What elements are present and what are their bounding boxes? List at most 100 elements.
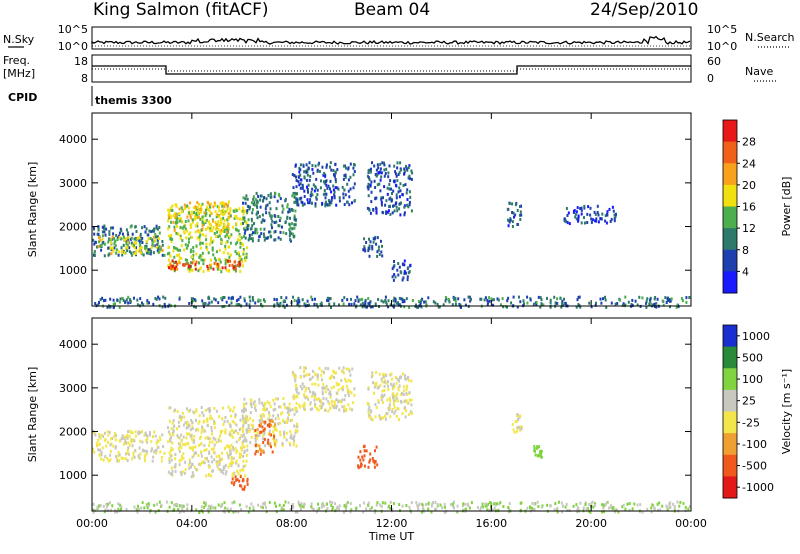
scatter-cell <box>682 501 685 505</box>
scatter-cell <box>301 382 304 386</box>
scatter-cell <box>316 305 319 309</box>
scatter-cell <box>363 454 366 458</box>
scatter-cell <box>228 445 231 449</box>
scatter-cell <box>223 205 226 209</box>
scatter-cell <box>323 189 326 192</box>
scatter-cell <box>373 465 376 469</box>
scatter-cell <box>333 371 336 375</box>
scatter-cell <box>646 507 649 511</box>
scatter-cell <box>256 431 259 435</box>
x-axis-label: Time UT <box>368 530 414 543</box>
scatter-cell <box>204 234 207 238</box>
scatter-cell <box>295 175 297 179</box>
scatter-cell <box>502 305 505 309</box>
scatter-cell <box>232 456 235 460</box>
scatter-cell <box>448 300 451 304</box>
scatter-cell <box>252 202 255 206</box>
scatter-cell <box>372 208 375 212</box>
scatter-cell <box>419 302 422 306</box>
scatter-cell <box>296 203 299 207</box>
scatter-cell <box>114 438 117 442</box>
scatter-cell <box>520 213 523 217</box>
scatter-cell <box>393 209 396 213</box>
scatter-cell <box>299 507 302 511</box>
scatter-cell <box>405 167 408 171</box>
colorbar-segment <box>723 454 737 477</box>
scatter-cell <box>275 220 278 224</box>
scatter-cell <box>266 423 269 427</box>
scatter-cell <box>195 252 198 256</box>
scatter-cell <box>205 218 208 222</box>
scatter-cell <box>147 503 150 507</box>
scatter-cell <box>496 297 499 301</box>
scatter-cell <box>147 233 150 237</box>
scatter-cell <box>300 178 303 182</box>
scatter-cell <box>608 207 611 211</box>
scatter-cell <box>209 266 212 270</box>
scatter-cell <box>192 299 195 303</box>
scatter-cell <box>237 229 240 233</box>
scatter-cell <box>207 296 210 300</box>
scatter-cell <box>263 238 266 242</box>
scatter-cell <box>177 217 180 221</box>
colorbar-tick-label: 12 <box>742 222 756 235</box>
scatter-cell <box>405 271 408 275</box>
scatter-cell <box>379 178 382 182</box>
scatter-cell <box>263 196 266 200</box>
colorbar-tick-label: 1000 <box>742 330 770 343</box>
scatter-cell <box>596 204 599 208</box>
scatter-cell <box>95 441 98 445</box>
scatter-cell <box>235 459 238 463</box>
scatter-cell <box>269 192 272 196</box>
scatter-cell <box>183 264 186 267</box>
scatter-cell <box>216 464 219 468</box>
scatter-cell <box>397 399 400 403</box>
scatter-cell <box>170 234 173 237</box>
scatter-cell <box>376 254 379 258</box>
scatter-cell <box>605 305 608 309</box>
scatter-cell <box>218 460 221 464</box>
scatter-cell <box>321 503 323 506</box>
scatter-cell <box>259 198 262 202</box>
scatter-cell <box>147 502 150 506</box>
scatter-cell <box>267 438 270 442</box>
scatter-cell <box>211 240 214 244</box>
scatter-cell <box>593 210 596 214</box>
scatter-cell <box>176 410 179 413</box>
scatter-cell <box>141 301 143 305</box>
scatter-cell <box>341 398 344 402</box>
scatter-cell <box>232 409 235 413</box>
scatter-cell <box>217 439 220 443</box>
scatter-cell <box>262 420 265 424</box>
scatter-cell <box>129 225 132 229</box>
scatter-cell <box>296 192 298 196</box>
scatter-cell <box>298 502 300 506</box>
scatter-cell <box>312 508 315 512</box>
scatter-cell <box>218 267 221 271</box>
scatter-cell <box>396 166 399 170</box>
scatter-cell <box>129 299 132 303</box>
scatter-cell <box>270 216 273 220</box>
scatter-cell <box>279 301 282 305</box>
scatter-cell <box>383 161 385 165</box>
scatter-cell <box>231 501 234 505</box>
scatter-cell <box>210 258 212 262</box>
scatter-cell <box>250 405 253 409</box>
scatter-cell <box>273 440 276 443</box>
scatter-cell <box>516 426 519 430</box>
scatter-cell <box>237 251 240 255</box>
scatter-cell <box>653 302 656 306</box>
scatter-cell <box>645 301 648 305</box>
scatter-cell <box>397 173 400 176</box>
scatter-cell <box>120 251 123 254</box>
scatter-cell <box>293 223 296 227</box>
scatter-cell <box>621 505 624 509</box>
scatter-cell <box>294 406 297 410</box>
scatter-cell <box>282 231 285 235</box>
scatter-cell <box>109 458 112 462</box>
scatter-cell <box>334 502 337 506</box>
scatter-cell <box>485 504 488 508</box>
scatter-cell <box>155 451 158 455</box>
scatter-cell <box>380 398 383 402</box>
scatter-cell <box>375 206 377 210</box>
